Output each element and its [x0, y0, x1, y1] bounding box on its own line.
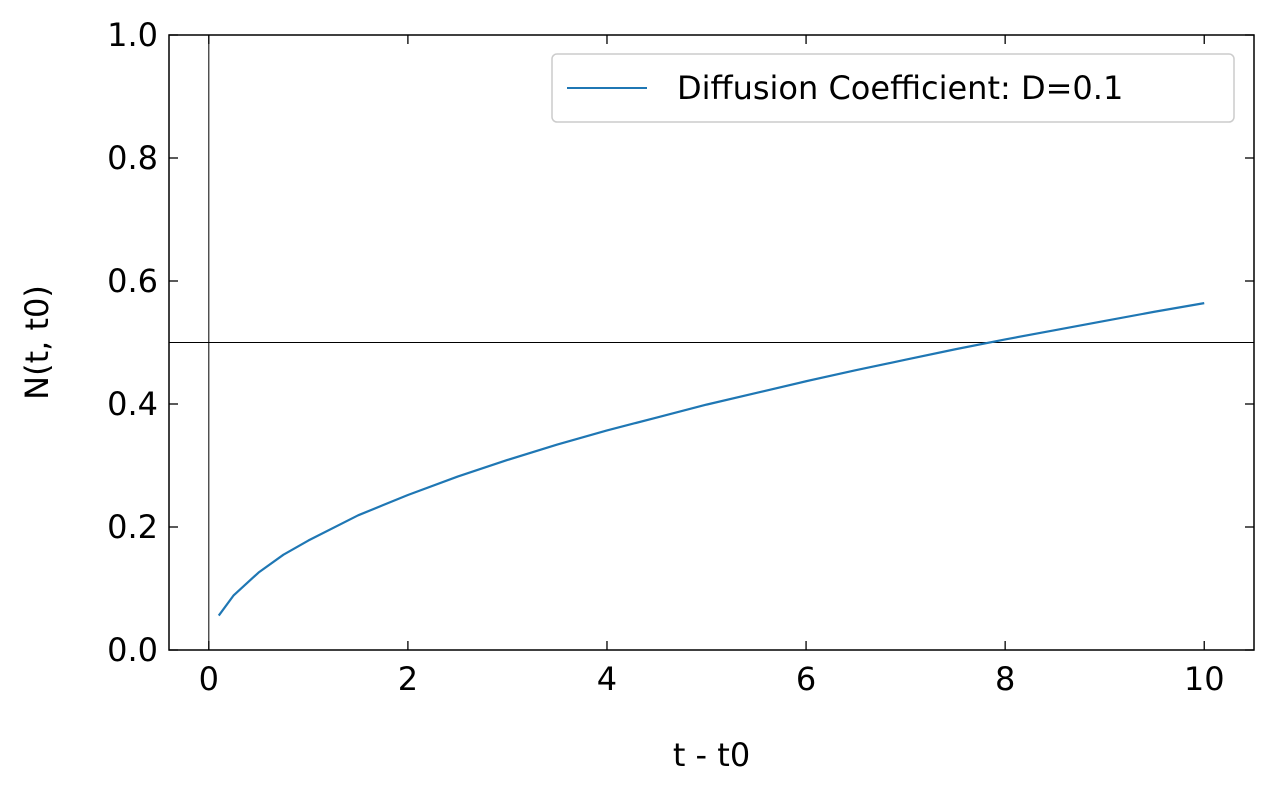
x-tick-label: 8: [995, 660, 1015, 698]
x-tick-label: 0: [199, 660, 219, 698]
x-tick-label: 6: [796, 660, 816, 698]
ticks-layer: [169, 34, 1254, 651]
tick-labels: 0 2 4 6 8 10 0.0 0.2 0.4 0.6 0.8 1.0: [107, 16, 1224, 698]
y-tick-label: 1.0: [107, 16, 158, 54]
legend-label: Diffusion Coefficient: D=0.1: [677, 69, 1123, 107]
y-tick-label: 0.0: [107, 631, 158, 669]
y-tick-label: 0.2: [107, 508, 158, 546]
y-tick-label: 0.6: [107, 262, 158, 300]
y-tick-label: 0.4: [107, 385, 158, 423]
plot-frame: [168, 34, 1255, 651]
legend: Diffusion Coefficient: D=0.1: [551, 53, 1235, 123]
legend-box: [551, 53, 1235, 123]
x-tick-label: 10: [1184, 660, 1225, 698]
series-line-0: [217, 302, 1205, 617]
reference-lines: [169, 35, 1254, 650]
y-tick-label: 0.8: [107, 139, 158, 177]
x-axis-label: t - t0: [673, 736, 750, 774]
x-tick-label: 2: [398, 660, 418, 698]
y-axis-label: N(t, t0): [18, 285, 56, 400]
x-tick-label: 4: [597, 660, 617, 698]
series-layer: [217, 302, 1205, 617]
